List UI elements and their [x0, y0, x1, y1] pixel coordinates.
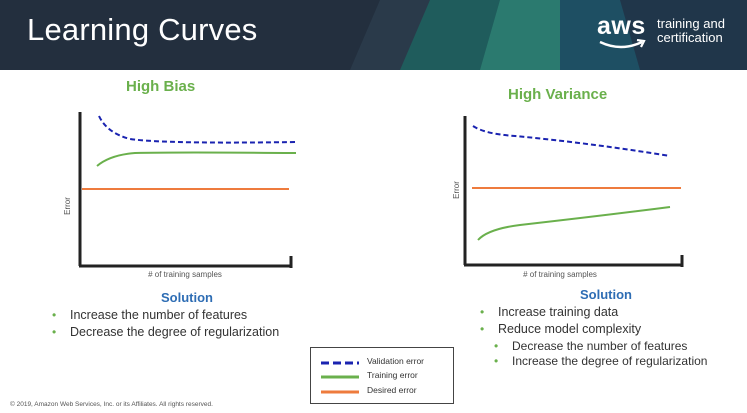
- training-error-curve: [477, 206, 671, 241]
- aws-smile-icon: [599, 39, 646, 49]
- logo-caption: training and certification: [657, 17, 725, 45]
- aws-logo: aws training and certification: [597, 12, 737, 58]
- chart-title-high-bias: High Bias: [126, 78, 196, 95]
- solution-title-high-bias: Solution: [161, 290, 213, 305]
- x-axis-label: # of training samples: [523, 270, 597, 279]
- validation-error-curve: [98, 115, 297, 144]
- legend-label: Validation error: [367, 356, 425, 366]
- logo-caption-line2: certification: [657, 30, 723, 45]
- legend-label: Training error: [367, 370, 418, 380]
- legend-swatch-solid: [321, 390, 359, 394]
- high-variance-chart: Error # of training samples: [452, 116, 684, 279]
- solutions-list-high-bias: Increase the number of features Decrease…: [50, 307, 279, 341]
- list-item: Increase the number of features: [50, 307, 279, 324]
- sub-solutions-list-high-variance: Decrease the number of features Increase…: [478, 339, 707, 369]
- aws-wordmark: aws: [597, 12, 646, 40]
- list-item: Reduce model complexity: [478, 321, 641, 338]
- header-decoration: [350, 0, 747, 70]
- list-item: Increase the degree of regularization: [478, 354, 707, 369]
- solution-title-high-variance: Solution: [580, 287, 632, 302]
- list-item: Decrease the degree of regularization: [50, 324, 279, 341]
- high-bias-chart: Error # of training samples: [63, 112, 297, 279]
- solutions-list-high-variance: Increase training data Reduce model comp…: [478, 304, 641, 338]
- legend-swatch-solid: [321, 375, 359, 379]
- validation-error-curve: [472, 125, 671, 157]
- legend-label: Desired error: [367, 385, 417, 395]
- training-error-curve: [96, 151, 297, 167]
- copyright-notice: © 2019, Amazon Web Services, Inc. or its…: [10, 401, 213, 408]
- y-axis-label: Error: [63, 197, 72, 215]
- list-item: Increase training data: [478, 304, 641, 321]
- page-title: Learning Curves: [27, 12, 258, 47]
- header-bar: Learning Curves aws training and certifi…: [0, 0, 747, 70]
- legend-swatch-dashed: [321, 361, 359, 365]
- chart-title-high-variance: High Variance: [508, 86, 608, 103]
- list-item: Decrease the number of features: [478, 339, 707, 354]
- legend: Validation error Training error Desired …: [310, 347, 454, 404]
- logo-caption-line1: training and: [657, 16, 725, 31]
- x-axis-label: # of training samples: [148, 270, 222, 279]
- y-axis-label: Error: [452, 181, 461, 199]
